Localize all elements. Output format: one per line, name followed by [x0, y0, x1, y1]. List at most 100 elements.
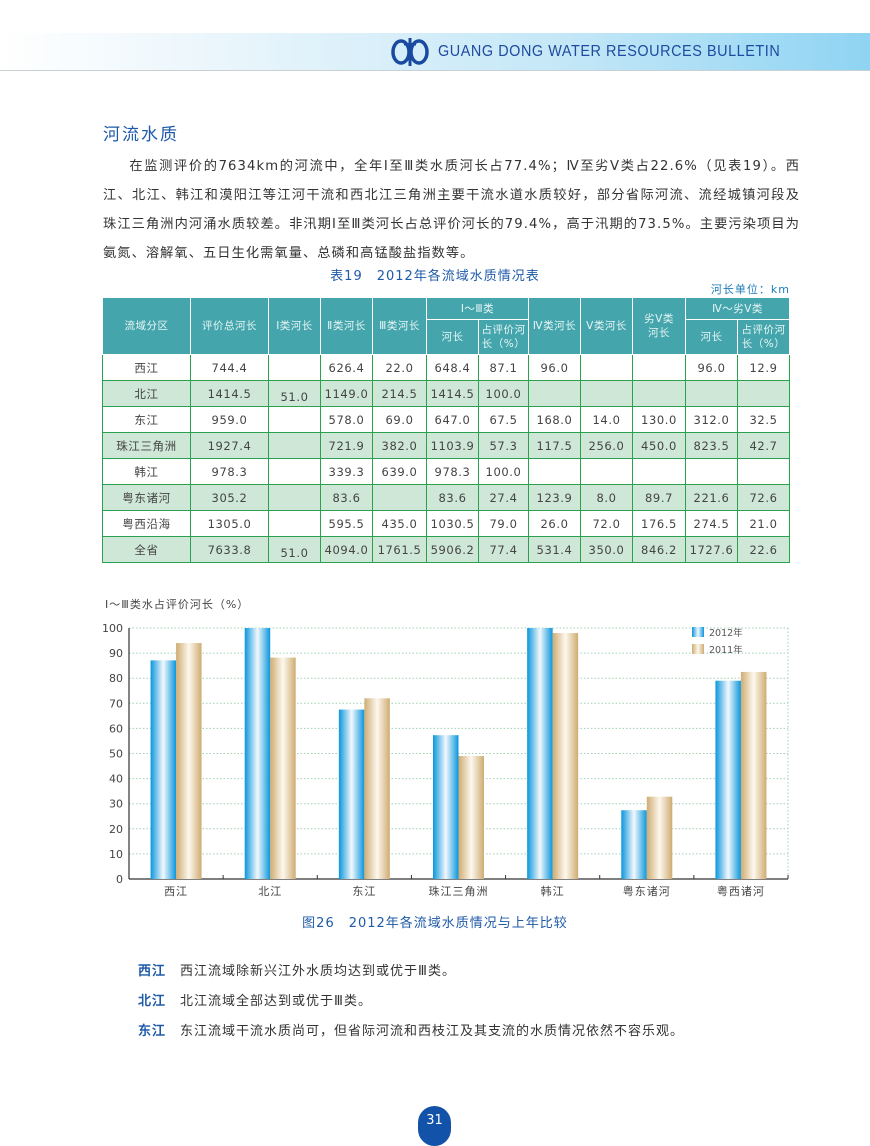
cell-c5: 350.0 [580, 536, 633, 563]
bar-2012年 [150, 660, 177, 879]
table-row: 珠江三角洲 1927.4 721.9 382.0 1103.9 57.3 117.5 256.… [102, 432, 790, 459]
x-category-label: 粤东诸河 [623, 884, 671, 898]
cell-region: 西江 [102, 354, 191, 381]
cell-c5 [580, 354, 633, 381]
cell-region: 全省 [102, 536, 191, 563]
cell-c2: 83.6 [320, 484, 373, 511]
y-tick-label: 50 [109, 748, 123, 761]
cell-g4w-pct [737, 458, 790, 485]
y-tick-label: 20 [109, 823, 123, 836]
th-total: 评价总河长 [190, 297, 269, 355]
cell-c5w: 450.0 [632, 432, 686, 459]
cell-c1 [268, 484, 321, 511]
cell-region: 北江 [102, 380, 191, 407]
bar-2012年 [527, 628, 553, 879]
y-tick-label: 30 [109, 798, 123, 811]
th-class2: Ⅱ类河长 [320, 297, 373, 355]
cell-c5w [632, 380, 686, 407]
th-worse5: 劣Ⅴ类河长 [632, 297, 686, 355]
cell-c5w: 130.0 [632, 406, 686, 433]
cell-c5w [632, 354, 686, 381]
y-tick-label: 90 [109, 647, 123, 660]
water-resources-logo-icon [391, 38, 429, 66]
cell-c5: 72.0 [580, 510, 633, 537]
cell-g4w-pct: 22.6 [737, 536, 790, 563]
cell-c3: 639.0 [372, 458, 427, 485]
table-row: 西江 744.4 626.4 22.0 648.4 87.1 96.0 96.0 12.9 [102, 354, 790, 381]
figure-caption: 图26 2012年各流域水质情况与上年比较 [302, 916, 568, 931]
note-text: 东江流域干流水质尚可，但省际河流和西枝江及其支流的水质情况依然不容乐观。 [180, 1024, 685, 1039]
cell-g4w-pct: 32.5 [737, 406, 790, 433]
th-class4: Ⅳ类河长 [528, 297, 581, 355]
bar-2012年 [338, 709, 365, 879]
cell-c1 [268, 432, 321, 459]
cell-total: 959.0 [190, 406, 269, 433]
table-row: 北江 1414.5 51.0 1149.0 214.5 1414.5 100.0 [102, 380, 790, 407]
y-tick-label: 70 [109, 697, 123, 710]
cell-g4w-len [685, 458, 738, 485]
cell-region: 东江 [102, 406, 191, 433]
x-category-label: 珠江三角洲 [429, 884, 489, 898]
th-group-4-w5: Ⅳ～劣Ⅴ类 [685, 297, 790, 320]
cell-c4: 117.5 [528, 432, 581, 459]
cell-g13-pct: 57.3 [478, 432, 529, 459]
header-title: GUANG DONG WATER RESOURCES BULLETIN [438, 43, 781, 60]
cell-c1: 51.0 [268, 536, 321, 563]
bar-2012年 [715, 680, 741, 879]
th-g13-pct: 占评价河长（%） [478, 319, 529, 355]
x-category-label: 西江 [164, 885, 188, 898]
y-tick-label: 0 [116, 873, 123, 886]
cell-c4: 123.9 [528, 484, 581, 511]
cell-total: 1927.4 [190, 432, 269, 459]
notes-list: 西江 西江流域除新兴江外水质均达到或优于Ⅲ类。 北江 北江流域全部达到或优于Ⅲ类。 … [138, 962, 684, 1052]
x-category-label: 韩江 [541, 884, 565, 898]
cell-total: 1305.0 [190, 510, 269, 537]
table-row: 韩江 978.3 339.3 639.0 978.3 100.0 [102, 458, 790, 485]
bar-2012年 [621, 810, 647, 879]
bar-2011年 [552, 633, 579, 879]
cell-g13-len: 5906.2 [426, 536, 479, 563]
note-key: 北江 [138, 994, 167, 1009]
x-category-label: 东江 [352, 885, 376, 898]
table-row: 全省 7633.8 51.0 4094.0 1761.5 5906.2 77.4 531.4 3… [102, 536, 790, 563]
note-item: 西江 西江流域除新兴江外水质均达到或优于Ⅲ类。 [138, 962, 684, 992]
cell-total: 744.4 [190, 354, 269, 381]
cell-c2: 721.9 [320, 432, 373, 459]
cell-g13-len: 1030.5 [426, 510, 479, 537]
cell-g13-pct: 87.1 [478, 354, 529, 381]
th-g4w-pct: 占评价河长（%） [737, 319, 790, 355]
bar-2011年 [364, 698, 390, 879]
cell-c1 [268, 406, 321, 433]
cell-c1: 51.0 [268, 380, 321, 407]
cell-c2: 626.4 [320, 354, 373, 381]
cell-total: 305.2 [190, 484, 269, 511]
cell-c2: 595.5 [320, 510, 373, 537]
th-region: 流域分区 [102, 297, 191, 355]
note-key: 东江 [138, 1024, 167, 1039]
cell-c5w [632, 458, 686, 485]
bar-chart: 0 10 20 30 40 50 60 70 80 90 100 西江 北江 东江 珠江三角洲 韩江 粤东诸河 粤… [102, 622, 789, 898]
cell-g13-pct: 79.0 [478, 510, 529, 537]
cell-c3: 22.0 [372, 354, 427, 381]
cell-c3: 214.5 [372, 380, 427, 407]
cell-c5w: 89.7 [632, 484, 686, 511]
cell-g13-len: 647.0 [426, 406, 479, 433]
th-g13-length: 河长 [426, 319, 479, 355]
note-text: 西江流域除新兴江外水质均达到或优于Ⅲ类。 [180, 964, 456, 979]
y-tick-label: 100 [102, 622, 123, 635]
bar-2011年 [740, 671, 767, 879]
cell-c3: 435.0 [372, 510, 427, 537]
note-item: 北江 北江流域全部达到或优于Ⅲ类。 [138, 992, 684, 1022]
section-title: 河流水质 [103, 125, 179, 145]
cell-g13-pct: 100.0 [478, 458, 529, 485]
y-tick-label: 80 [109, 672, 123, 685]
cell-g4w-pct [737, 380, 790, 407]
cell-region: 韩江 [102, 458, 191, 485]
cell-c5 [580, 458, 633, 485]
legend-label: 2011年 [709, 644, 743, 656]
cell-c3: 69.0 [372, 406, 427, 433]
th-class5: Ⅴ类河长 [580, 297, 633, 355]
bar-2012年 [244, 628, 271, 879]
cell-c5: 14.0 [580, 406, 633, 433]
bar-2012年 [433, 735, 459, 879]
